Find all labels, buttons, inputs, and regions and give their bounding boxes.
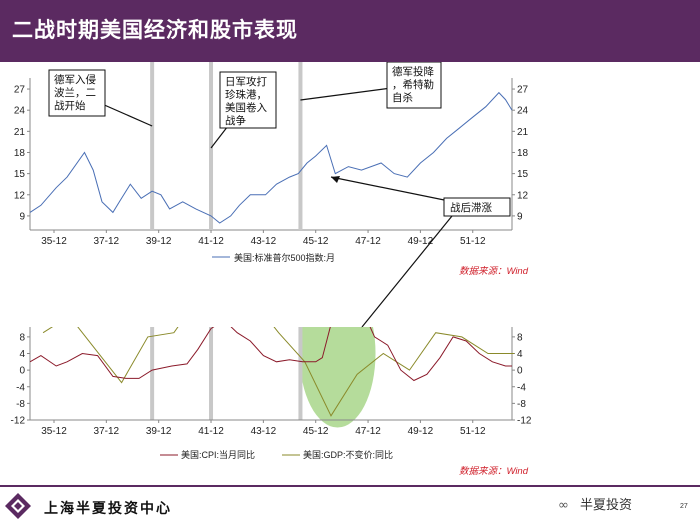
annotation-pearl-harbor-box <box>219 71 277 129</box>
company-logo <box>4 492 32 520</box>
legend-label-gdp: 美国:GDP:不变价:同比 <box>303 449 393 460</box>
annotation-german-surrender-box <box>386 62 442 109</box>
annotation-german-surrender-text: 德军投降，希特勒自杀 <box>392 65 434 104</box>
x-tick-label: 47-12 <box>355 236 381 247</box>
company-name: 上海半夏投资中心 <box>44 501 172 517</box>
y-tick-label-right: 12 <box>517 190 529 201</box>
y-tick-label-right: 0 <box>517 366 523 377</box>
x-tick-label: 39-12 <box>146 236 172 247</box>
cpi-gdp-chart: -12-12-8-8-4-400448812121616202035-1237-… <box>11 327 532 477</box>
event-band <box>209 62 214 230</box>
annotation-pearl-harbor-text: 日军攻打珍珠港，美国卷入战争 <box>225 75 267 127</box>
x-tick-label: 47-12 <box>355 426 381 437</box>
x-tick-label: 45-12 <box>303 236 329 247</box>
page-number: 27 <box>680 503 688 510</box>
gdp-series-line <box>42 327 515 417</box>
y-tick-label-right: 9 <box>517 211 523 222</box>
wechat-icon: ∞ <box>558 498 569 513</box>
x-tick-label: 49-12 <box>408 236 434 247</box>
y-tick-label-left: -8 <box>16 399 25 410</box>
y-tick-label-left: -12 <box>11 416 26 427</box>
x-tick-label: 41-12 <box>198 426 224 437</box>
y-tick-label-left: 0 <box>19 366 25 377</box>
y-tick-label-right: -12 <box>517 416 532 427</box>
y-tick-label-left: 4 <box>19 349 25 360</box>
page-title: 二战时期美国经济和股市表现 <box>12 18 298 42</box>
y-tick-label-right: 4 <box>517 349 523 360</box>
x-tick-label: 35-12 <box>41 236 67 247</box>
x-tick-label: 45-12 <box>303 426 329 437</box>
y-tick-label-right: 18 <box>517 148 529 159</box>
y-tick-label-right: -4 <box>517 382 526 393</box>
x-tick-label: 49-12 <box>408 426 434 437</box>
y-tick-label-right: 8 <box>517 332 523 343</box>
x-tick-label: 35-12 <box>41 426 67 437</box>
legend-label-cpi: 美国:CPI:当月同比 <box>181 449 255 460</box>
footer-rule <box>0 485 700 487</box>
annotation-stagflation-text: 战后滞涨 <box>450 202 492 214</box>
event-band <box>298 327 303 420</box>
source-note-bottom: 数据来源：Wind <box>459 466 529 477</box>
event-band <box>150 327 155 420</box>
x-tick-label: 37-12 <box>94 426 120 437</box>
y-tick-label-right: 27 <box>517 85 529 96</box>
legend-label-sp500: 美国:标准普尔500指数:月 <box>234 252 335 263</box>
cpi-series-line <box>29 327 512 382</box>
x-tick-label: 37-12 <box>94 236 120 247</box>
y-tick-label-left: 24 <box>14 106 26 117</box>
x-tick-label: 51-12 <box>460 236 486 247</box>
y-tick-label-left: -4 <box>16 382 25 393</box>
y-tick-label-left: 21 <box>14 127 26 138</box>
x-tick-label: 41-12 <box>198 236 224 247</box>
event-band <box>209 327 214 420</box>
y-tick-label-right: 15 <box>517 169 529 180</box>
sp500-chart: 9 9 12 12 15 15 18 18 21 21 24 24 27 27 35-12 37-12 39-1… <box>14 62 529 327</box>
event-band <box>298 62 303 230</box>
y-tick-label-left: 27 <box>14 85 26 96</box>
y-tick-label-right: 24 <box>517 106 529 117</box>
event-band <box>150 62 155 230</box>
stagflation-highlight <box>299 327 376 428</box>
annotation-ww2-start-box <box>48 69 106 117</box>
y-tick-label-right: -8 <box>517 399 526 410</box>
y-tick-label-left: 9 <box>19 211 25 222</box>
y-tick-label-left: 15 <box>14 169 26 180</box>
annotation-ww2-start-text: 德军入侵波兰，二战开始 <box>54 73 96 112</box>
source-note-top: 数据来源：Wind <box>459 266 529 277</box>
x-tick-label: 43-12 <box>251 426 277 437</box>
annotation-stagflation-arrow-top <box>330 176 455 203</box>
y-tick-label-left: 8 <box>19 332 25 343</box>
y-tick-label-left: 12 <box>14 190 26 201</box>
x-tick-label: 51-12 <box>460 426 486 437</box>
annotation-stagflation-arrowhead <box>331 176 340 183</box>
annotation-stagflation-leader <box>361 215 453 327</box>
y-tick-label-left: 18 <box>14 148 26 159</box>
sp500-series-line <box>29 91 513 224</box>
wechat-account: ∞ 半夏投资 <box>558 494 632 513</box>
wechat-label: 半夏投资 <box>580 498 633 513</box>
title-bar <box>0 0 700 62</box>
annotation-stagflation-box <box>443 197 511 217</box>
x-tick-label: 43-12 <box>251 236 277 247</box>
x-tick-label: 39-12 <box>146 426 172 437</box>
y-tick-label-right: 21 <box>517 127 529 138</box>
